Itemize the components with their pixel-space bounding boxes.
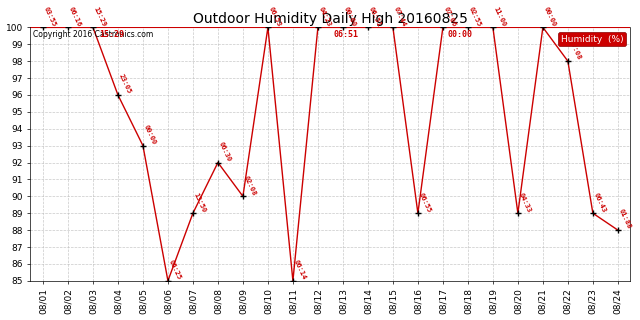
Text: 00:00: 00:00 <box>447 30 472 39</box>
Legend: Humidity  (%): Humidity (%) <box>558 32 626 46</box>
Text: 06:30: 06:30 <box>218 141 232 163</box>
Text: 03:55: 03:55 <box>43 5 58 27</box>
Text: 07:06: 07:06 <box>443 5 458 27</box>
Text: Copyright 2016 Castronics.com: Copyright 2016 Castronics.com <box>33 30 154 39</box>
Text: 15:29: 15:29 <box>99 30 124 39</box>
Text: 06:55: 06:55 <box>418 191 432 213</box>
Text: 06:25: 06:25 <box>168 259 182 281</box>
Text: 07:08: 07:08 <box>568 39 582 61</box>
Text: 06:43: 06:43 <box>593 191 607 213</box>
Text: 04:23: 04:23 <box>318 5 332 27</box>
Text: 11:00: 11:00 <box>493 5 508 27</box>
Title: Outdoor Humidity Daily High 20160825: Outdoor Humidity Daily High 20160825 <box>193 12 468 26</box>
Text: 02:55: 02:55 <box>468 5 483 27</box>
Text: 01:88: 01:88 <box>618 208 632 230</box>
Text: 07:44: 07:44 <box>393 5 407 27</box>
Text: 02:08: 02:08 <box>243 174 257 196</box>
Text: 06:53: 06:53 <box>268 5 282 27</box>
Text: 06:51: 06:51 <box>333 30 358 39</box>
Text: 04:33: 04:33 <box>518 191 532 213</box>
Text: 00:00: 00:00 <box>343 5 357 27</box>
Text: 15:29: 15:29 <box>93 5 108 27</box>
Text: 00:00: 00:00 <box>143 124 157 146</box>
Text: 00:00: 00:00 <box>543 5 557 27</box>
Text: 23:05: 23:05 <box>118 73 132 95</box>
Text: 06:51: 06:51 <box>368 5 382 27</box>
Text: 13:50: 13:50 <box>193 191 207 213</box>
Text: 06:14: 06:14 <box>293 259 307 281</box>
Text: 06:16: 06:16 <box>68 5 83 27</box>
